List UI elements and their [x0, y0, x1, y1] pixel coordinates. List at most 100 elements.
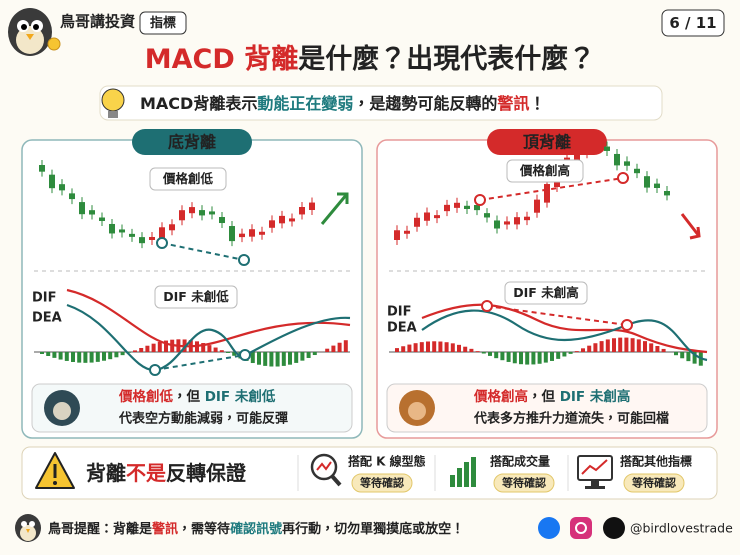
- candle-body: [574, 148, 580, 161]
- histogram-bar: [568, 352, 573, 354]
- dif-label-box: [154, 285, 238, 309]
- instagram-icon[interactable]: [570, 517, 592, 539]
- warning: 背離不是反轉保證: [86, 461, 247, 485]
- candle-body: [474, 205, 480, 211]
- candle-body: [544, 184, 550, 203]
- note-box: [386, 383, 708, 433]
- histogram-bar: [636, 339, 641, 352]
- candle-body: [299, 207, 305, 215]
- tip-badge: 等待確認: [360, 476, 404, 490]
- histogram-bar: [512, 352, 517, 364]
- subtitle-highlight: 動能正在變弱: [257, 94, 353, 113]
- candle-body: [59, 184, 65, 191]
- note-box: [31, 383, 353, 433]
- dea-line: [421, 303, 708, 354]
- tip-label: 搭配 K 線型態: [348, 454, 426, 469]
- histogram-bar: [419, 342, 424, 352]
- histogram-bar: [83, 352, 88, 363]
- dif-line: [66, 303, 351, 372]
- candle-body: [139, 237, 145, 244]
- histogram-bar: [126, 352, 131, 353]
- note-part: ，但: [528, 388, 560, 405]
- subtitle: MACD背離表示動能正在變弱，是趨勢可能反轉的警訊！: [140, 94, 545, 113]
- histogram-bar: [500, 352, 505, 361]
- candle-body: [189, 207, 195, 214]
- volume-icon: [450, 457, 476, 487]
- histogram-bar: [550, 352, 554, 361]
- candle-body: [504, 221, 510, 225]
- candle-body: [534, 199, 540, 213]
- candle-body: [484, 213, 490, 218]
- histogram-bar: [145, 345, 150, 352]
- histogram-bar: [574, 351, 579, 352]
- note-icon-face: [408, 402, 426, 420]
- candle-body: [259, 231, 265, 235]
- histogram-bar: [438, 341, 443, 352]
- histogram-bar: [250, 352, 255, 364]
- dif-label-box: [504, 281, 588, 305]
- logo: [8, 8, 61, 56]
- histogram-bar: [457, 344, 461, 352]
- histogram-bar: [605, 339, 610, 352]
- candle-body: [289, 218, 295, 222]
- histogram-bar: [401, 346, 406, 352]
- histogram-bar: [674, 352, 678, 356]
- histogram-bar: [537, 352, 542, 364]
- candle-body: [604, 146, 610, 151]
- reminder-highlight: 警訊: [151, 521, 178, 537]
- histogram-bar: [395, 348, 399, 352]
- candle-body: [634, 168, 640, 174]
- candle-body: [79, 202, 85, 215]
- candle-body: [209, 211, 215, 215]
- histogram-bar: [593, 343, 598, 352]
- subtitle-part: MACD背離表示: [140, 94, 257, 113]
- histogram-bar: [114, 352, 119, 358]
- histogram-bar: [556, 352, 561, 359]
- tip-badge-box: [623, 473, 685, 493]
- histogram-bar: [686, 352, 691, 362]
- histogram-bar: [337, 342, 342, 352]
- candle-body: [179, 210, 185, 221]
- candle-body: [614, 153, 620, 166]
- reminder-part: 再行動，切勿單獨摸底或放空！: [282, 521, 464, 537]
- facebook-icon[interactable]: [538, 517, 560, 539]
- subtitle-highlight: 警訊: [496, 94, 529, 113]
- histogram-bar: [444, 342, 449, 352]
- candle-body: [159, 227, 165, 240]
- tip-label: 搭配成交量: [490, 454, 550, 469]
- histogram-bar: [599, 341, 604, 352]
- note-line2: 代表空方動能減弱，可能反彈: [118, 411, 288, 427]
- histogram-bar: [64, 352, 69, 361]
- histogram-bar: [643, 341, 647, 352]
- candle-body: [444, 204, 450, 212]
- note-part: 價格創高: [473, 388, 528, 405]
- warning-icon: [35, 452, 75, 489]
- price-label-box: [149, 167, 227, 191]
- histogram-bar: [213, 347, 218, 352]
- histogram-bar: [77, 352, 82, 363]
- candle-body: [249, 229, 255, 237]
- histogram-bar: [432, 341, 437, 352]
- note-part: ，但: [173, 388, 205, 405]
- legend-dif: DIF: [387, 305, 412, 320]
- histogram-bar: [52, 352, 57, 358]
- candle-body: [594, 143, 600, 147]
- divergence-point: [239, 349, 251, 361]
- histogram-bar: [649, 343, 654, 352]
- histogram-bar: [226, 352, 230, 353]
- threads-icon[interactable]: [603, 517, 625, 539]
- tip-badge-box: [351, 473, 413, 493]
- candle-body: [494, 220, 500, 229]
- magnifier-icon: [310, 453, 342, 487]
- reminder-part: 背離是: [113, 521, 153, 537]
- reminder-highlight: 確認訊號: [230, 521, 282, 537]
- bulb-icon: [101, 88, 125, 118]
- divergence-point: [617, 172, 629, 184]
- dif-line: [421, 309, 708, 362]
- candle-body: [664, 191, 670, 196]
- candle-body: [414, 217, 420, 227]
- candle-body: [434, 215, 440, 219]
- histogram-bar: [525, 352, 530, 365]
- histogram-bar: [612, 338, 616, 352]
